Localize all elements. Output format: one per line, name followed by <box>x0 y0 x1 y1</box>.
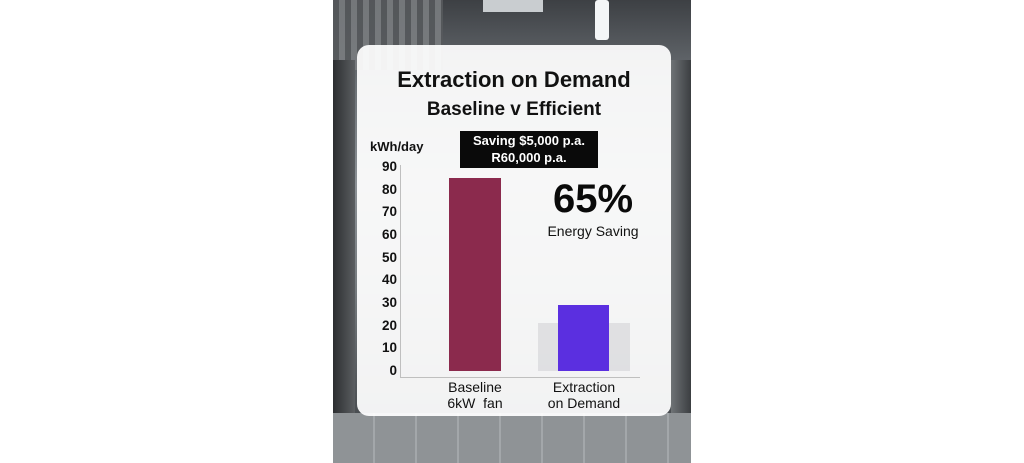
category-label-extraction: Extraction on Demand <box>547 379 621 411</box>
y-tick-50: 50 <box>381 249 397 265</box>
x-axis-line <box>400 377 640 378</box>
y-tick-30: 30 <box>381 295 397 310</box>
ceiling-panel-graphic <box>483 0 543 12</box>
y-tick-0: 0 <box>389 363 397 378</box>
saving-usd-text: Saving $5,000 p.a. <box>472 133 585 148</box>
chart-subtitle: Baseline v Efficient <box>426 99 602 120</box>
y-tick-80: 80 <box>381 181 397 197</box>
y-tick-90: 90 <box>381 159 397 174</box>
y-tick-20: 20 <box>381 317 397 333</box>
bar-extraction-on-demand <box>558 305 609 371</box>
floor-tiles-graphic <box>333 413 691 463</box>
y-tick-70: 70 <box>381 204 397 220</box>
ceiling-light-graphic <box>595 0 609 40</box>
saving-badge: Saving $5,000 p.a. R60,000 p.a. <box>460 131 598 168</box>
right-wall-graphic <box>671 60 691 463</box>
category-label-baseline: Baseline 6kW fan <box>447 379 503 411</box>
chart-card: Extraction on Demand Baseline v Efficien… <box>357 45 671 416</box>
y-tick-40: 40 <box>381 272 397 288</box>
y-tick-60: 60 <box>381 227 397 242</box>
chart-title: Extraction on Demand <box>397 67 631 92</box>
saving-percent-label: Energy Saving <box>547 223 639 239</box>
saving-percent: 65% <box>552 177 634 221</box>
y-axis-line <box>400 165 401 377</box>
left-wall-graphic <box>333 60 355 463</box>
saving-zar-text: R60,000 p.a. <box>491 150 567 165</box>
y-axis-ticks: 0 10 20 30 40 50 60 70 80 90 <box>357 45 397 416</box>
y-tick-10: 10 <box>381 340 397 356</box>
y-axis-label: kWh/day <box>370 139 424 154</box>
bar-baseline <box>449 178 501 371</box>
